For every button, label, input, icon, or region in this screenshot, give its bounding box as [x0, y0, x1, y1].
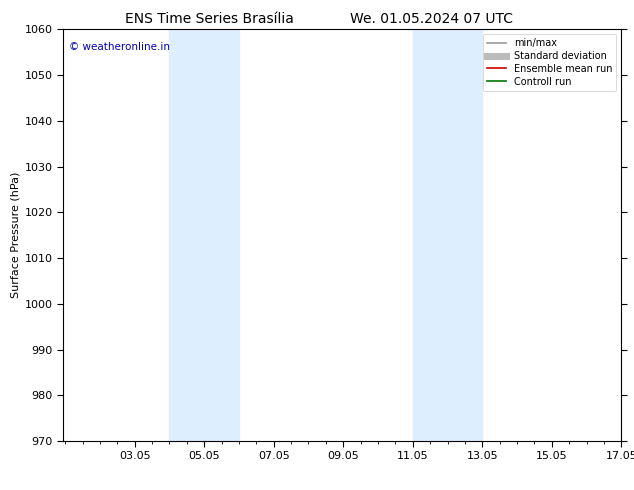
Text: We. 01.05.2024 07 UTC: We. 01.05.2024 07 UTC	[349, 12, 513, 26]
Y-axis label: Surface Pressure (hPa): Surface Pressure (hPa)	[11, 172, 21, 298]
Legend: min/max, Standard deviation, Ensemble mean run, Controll run: min/max, Standard deviation, Ensemble me…	[483, 34, 616, 91]
Bar	[413, 29, 482, 441]
Text: © weatheronline.in: © weatheronline.in	[69, 42, 170, 52]
Bar	[169, 29, 239, 441]
Text: ENS Time Series Brasília: ENS Time Series Brasília	[125, 12, 294, 26]
